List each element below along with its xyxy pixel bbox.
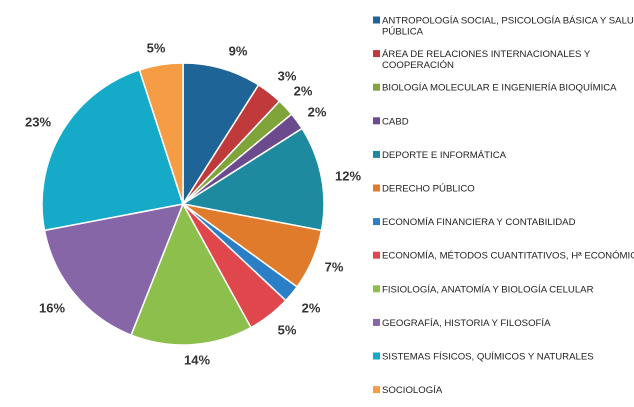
legend-swatch-9 [373, 285, 380, 293]
legend-label-5: DEPORTE E INFORMÁTICA [382, 150, 507, 161]
pie-slices [41, 62, 325, 346]
slice-percent-label-3: 2% [294, 83, 313, 98]
slice-percent-label-5: 12% [335, 168, 361, 183]
slice-percent-label-9: 14% [184, 352, 210, 367]
legend-label-3: BIOLOGÍA MOLECULAR E INGENIERÍA BIOQUÍMI… [382, 83, 617, 94]
slice-percent-label-11: 23% [25, 114, 51, 129]
legend-swatch-4 [373, 117, 380, 125]
legend-swatch-2 [373, 50, 380, 58]
pie-slice-5 [180, 127, 325, 232]
pie-slice-10 [43, 203, 185, 337]
slice-percent-label-8: 5% [278, 322, 297, 337]
legend-swatch-10 [373, 318, 380, 326]
legend-swatch-3 [373, 83, 380, 91]
pie-slice-11 [41, 68, 184, 232]
legend: ANTROPOLOGÍA SOCIAL, PSICOLOGÍA BÁSICA Y… [373, 16, 634, 396]
legend-swatch-1 [373, 16, 380, 24]
legend-label-2: ÁREA DE RELACIONES INTERNACIONALES Y COOP… [382, 49, 591, 71]
pie-percent-labels: 9%3%2%2%12%7%2%5%14%16%23%5% [25, 40, 361, 367]
slice-percent-label-7: 2% [302, 300, 321, 315]
legend-swatch-7 [373, 218, 380, 226]
slice-percent-label-4: 2% [308, 104, 327, 119]
legend-label-9: FISIOLOGÍA, ANATOMÍA Y BIOLOGÍA CELULAR [382, 284, 594, 295]
legend-swatch-6 [373, 184, 380, 192]
legend-label-8: ECONOMÍA, MÉTODOS CUANTITATIVOS, Hª ECON… [382, 251, 634, 262]
legend-swatch-11 [373, 352, 380, 360]
legend-swatch-5 [373, 150, 380, 158]
legend-swatch-8 [373, 251, 380, 259]
legend-label-11: SISTEMAS FÍSICOS, QUÍMICOS Y NATURALES [382, 352, 594, 363]
legend-swatch-12 [373, 386, 380, 394]
legend-label-7: ECONOMÍA FINANCIERA Y CONTABILIDAD [382, 217, 576, 228]
pie-slice-12 [138, 62, 184, 205]
legend-label-1: ANTROPOLOGÍA SOCIAL, PSICOLOGÍA BÁSICA Y… [382, 16, 634, 38]
slice-percent-label-1: 9% [229, 43, 248, 58]
slice-percent-label-2: 3% [278, 68, 297, 83]
legend-label-12: SOCIOLOGÍA [382, 385, 443, 396]
legend-label-10: GEOGRAFÍA, HISTORIA Y FILOSOFÍA [382, 318, 551, 329]
pie-slice-1 [182, 62, 260, 207]
slice-percent-label-12: 5% [147, 40, 166, 55]
legend-label-4: CABD [382, 116, 409, 127]
pie-slice-9 [130, 202, 252, 346]
slice-percent-label-10: 16% [39, 300, 65, 315]
slice-percent-label-6: 7% [325, 259, 344, 274]
legend-label-6: DERECHO PÚBLICO [382, 184, 475, 195]
